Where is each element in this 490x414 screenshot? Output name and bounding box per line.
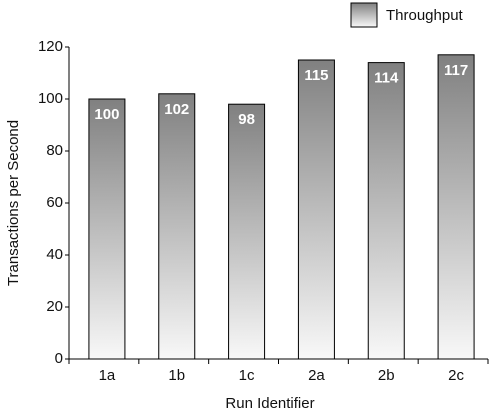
value-label: 117 bbox=[444, 62, 468, 79]
value-label: 98 bbox=[238, 111, 255, 128]
x-tick-label: 1b bbox=[168, 367, 185, 384]
x-tick-label: 2c bbox=[448, 367, 464, 384]
y-tick-label: 80 bbox=[46, 142, 63, 159]
bar bbox=[297, 59, 335, 360]
x-tick-label: 1a bbox=[99, 367, 116, 384]
legend-label: Throughput bbox=[386, 7, 464, 24]
bar bbox=[437, 54, 475, 360]
legend-swatch bbox=[350, 2, 378, 28]
y-tick-label: 20 bbox=[46, 298, 63, 315]
bar bbox=[158, 93, 196, 360]
y-tick-label: 0 bbox=[55, 350, 63, 367]
x-tick-label: 2a bbox=[308, 367, 325, 384]
bar bbox=[228, 103, 266, 360]
bar bbox=[367, 62, 405, 360]
x-tick-label: 1c bbox=[239, 367, 255, 384]
x-axis-label: Run Identifier bbox=[225, 395, 314, 412]
y-tick-label: 60 bbox=[46, 194, 63, 211]
value-label: 114 bbox=[374, 70, 399, 87]
bar bbox=[88, 98, 126, 360]
y-tick-label: 120 bbox=[38, 38, 63, 55]
x-tick-label: 2b bbox=[378, 367, 395, 384]
value-label: 102 bbox=[164, 101, 189, 118]
y-tick-label: 40 bbox=[46, 246, 63, 263]
value-label: 100 bbox=[94, 106, 119, 123]
y-tick-label: 100 bbox=[38, 90, 63, 107]
y-axis-label: Transactions per Second bbox=[5, 120, 22, 286]
value-label: 115 bbox=[304, 67, 328, 84]
